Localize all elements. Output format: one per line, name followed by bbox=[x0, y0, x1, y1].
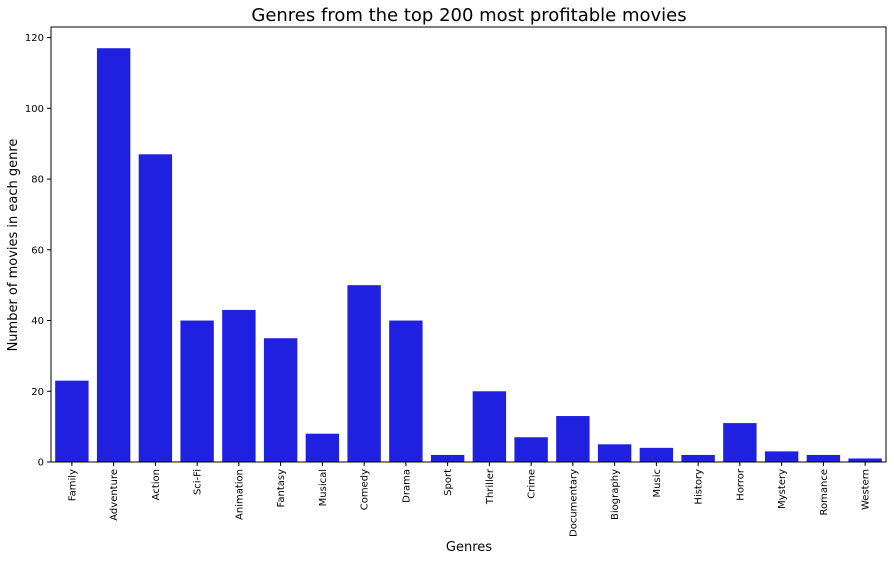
bar-comedy bbox=[347, 285, 381, 462]
x-tick-label: Mystery bbox=[777, 469, 788, 509]
x-tick-label: Crime bbox=[527, 469, 538, 499]
y-tick-label: 100 bbox=[25, 104, 44, 115]
bar-history bbox=[681, 454, 715, 462]
y-tick-label: 20 bbox=[31, 387, 44, 398]
x-tick-label: Biography bbox=[610, 469, 621, 520]
bar-musical bbox=[305, 433, 340, 462]
y-axis: 0 20 40 60 80 100 120 bbox=[25, 33, 51, 469]
x-axis-label: Genres bbox=[446, 540, 492, 555]
bar-animation bbox=[222, 309, 256, 462]
bar-family bbox=[55, 380, 89, 462]
bar-biography bbox=[597, 444, 632, 462]
x-tick-label: Musical bbox=[318, 469, 329, 506]
y-axis-label: Number of movies in each genre bbox=[6, 139, 21, 352]
x-tick-label: Action bbox=[151, 469, 162, 500]
y-tick-label: 40 bbox=[31, 316, 44, 327]
x-tick-label: History bbox=[694, 469, 705, 505]
x-tick-label: Music bbox=[652, 469, 663, 497]
bar-western bbox=[848, 458, 882, 462]
x-tick-label: Horror bbox=[735, 468, 746, 501]
bar-crime bbox=[514, 437, 548, 462]
bar-romance bbox=[806, 454, 841, 462]
x-tick-label: Adventure bbox=[109, 469, 120, 521]
x-tick-label: Family bbox=[67, 469, 78, 501]
x-tick-label: Sci-Fi bbox=[193, 469, 204, 495]
x-tick-label: Documentary bbox=[568, 469, 579, 537]
x-tick-label: Sport bbox=[443, 469, 454, 496]
bar-sport bbox=[430, 454, 465, 462]
bar-action bbox=[138, 154, 173, 462]
bar-fantasy bbox=[263, 338, 298, 462]
x-tick-label: Comedy bbox=[360, 469, 371, 510]
bar-mystery bbox=[764, 451, 799, 462]
y-tick-label: 120 bbox=[25, 33, 44, 44]
bar-horror bbox=[723, 423, 757, 462]
x-axis: Family Adventure Action Sci-Fi Animation Fant… bbox=[67, 462, 872, 537]
plot-frame bbox=[50, 26, 887, 463]
bar-music bbox=[639, 447, 674, 462]
x-tick-label: Thriller bbox=[485, 468, 496, 505]
bar-adventure bbox=[96, 48, 131, 462]
x-tick-label: Western bbox=[861, 469, 872, 510]
x-tick-label: Animation bbox=[234, 469, 245, 520]
y-tick-label: 60 bbox=[31, 245, 44, 256]
x-tick-label: Fantasy bbox=[276, 469, 287, 508]
bar-documentary bbox=[556, 416, 590, 462]
bar-sci-fi bbox=[180, 320, 214, 462]
bars-group bbox=[55, 48, 882, 462]
chart-title: Genres from the top 200 most profitable … bbox=[251, 5, 686, 26]
x-tick-label: Romance bbox=[819, 469, 830, 515]
bar-drama bbox=[389, 320, 423, 462]
x-tick-label: Drama bbox=[401, 469, 412, 503]
y-tick-label: 80 bbox=[31, 175, 44, 186]
y-tick-label: 0 bbox=[38, 458, 44, 469]
bar-thriller bbox=[472, 391, 507, 462]
